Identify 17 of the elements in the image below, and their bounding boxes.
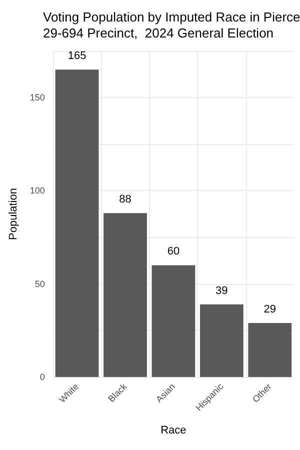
chart-title: Voting Population by Imputed Race in Pierce 29-694 Precinct, 2024 General Election — [43, 10, 300, 40]
data-label: 165 — [68, 50, 86, 62]
y-axis-title: Population — [8, 188, 20, 240]
bar — [248, 322, 292, 377]
bar — [55, 70, 99, 377]
y-tick-label: 50 — [34, 278, 45, 289]
y-tick-label: 0 — [40, 372, 45, 382]
bar — [152, 265, 196, 377]
data-label: 39 — [216, 284, 228, 297]
y-tick-label: 150 — [30, 92, 45, 103]
data-label: 88 — [119, 194, 132, 206]
x-axis-title: Race — [160, 424, 186, 436]
bar — [104, 213, 147, 377]
data-label: 29 — [264, 303, 276, 316]
y-tick-label: 100 — [30, 186, 45, 196]
bar — [200, 304, 244, 377]
data-label: 60 — [167, 246, 180, 258]
